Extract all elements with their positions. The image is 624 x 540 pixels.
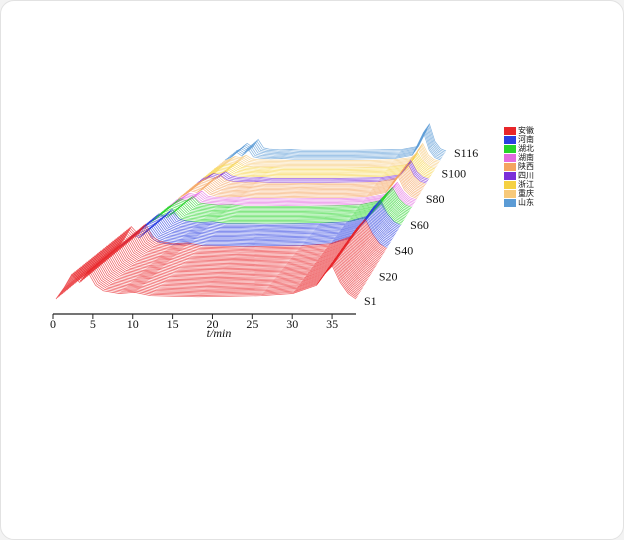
x-tick-label: 0 <box>50 317 56 331</box>
legend-label: 安徽 <box>518 125 534 135</box>
legend-swatch <box>504 199 516 207</box>
legend-swatch <box>504 127 516 135</box>
x-axis-label: t/min <box>207 326 232 340</box>
legend-label: 陕西 <box>518 161 534 171</box>
trace <box>235 123 447 152</box>
legend-swatch <box>504 163 516 171</box>
x-tick-label: 5 <box>90 317 96 331</box>
legend-label: 四川 <box>518 171 534 180</box>
legend-swatch <box>504 190 516 198</box>
legend-swatch <box>504 136 516 144</box>
x-tick-label: 25 <box>246 317 258 331</box>
sample-label: S20 <box>379 269 398 283</box>
legend-label: 河南 <box>518 134 534 144</box>
sample-label: S1 <box>364 294 377 308</box>
sample-label: S100 <box>441 166 466 180</box>
legend-swatch <box>504 181 516 189</box>
legend-label: 重庆 <box>518 188 534 198</box>
trace <box>55 265 357 300</box>
sample-label: S116 <box>454 146 478 160</box>
x-tick-label: 10 <box>127 317 139 331</box>
sample-label: S80 <box>426 192 445 206</box>
x-tick-label: 30 <box>286 317 298 331</box>
trace <box>177 176 418 199</box>
legend-label: 浙江 <box>518 179 534 189</box>
legend-label: 山东 <box>518 197 534 207</box>
sample-label: S40 <box>395 244 414 258</box>
x-tick-label: 20 <box>206 317 218 331</box>
x-tick-label: 35 <box>326 317 338 331</box>
sample-label: S60 <box>410 218 429 232</box>
legend-swatch <box>504 172 516 180</box>
legend-swatch <box>504 154 516 162</box>
legend-label: 湖北 <box>518 144 534 153</box>
trace <box>118 219 388 248</box>
legend-swatch <box>504 145 516 153</box>
legend-label: 湖南 <box>518 152 534 162</box>
trace <box>224 131 441 161</box>
x-tick-label: 15 <box>167 317 179 331</box>
